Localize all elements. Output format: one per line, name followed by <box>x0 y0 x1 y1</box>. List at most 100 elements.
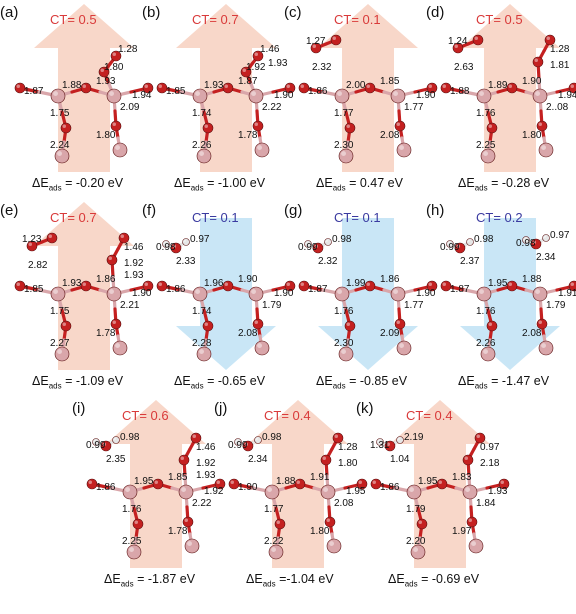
oxygen-atom <box>466 516 478 528</box>
bond-length-label: 1.92 <box>246 62 266 73</box>
charge-transfer-label: CT= 0.7 <box>50 210 97 225</box>
bond-length-label: 1.75 <box>50 108 70 119</box>
oxygen-atom <box>544 34 556 46</box>
oxygen-atom <box>310 42 322 54</box>
energy-subscript: ads <box>48 183 62 193</box>
bond-length-label: 1.83 <box>452 472 472 483</box>
bond-length-label: 1.79 <box>546 300 566 311</box>
hydrogen-atom <box>234 438 242 446</box>
oxygen-atom <box>110 318 122 330</box>
bond-length-label: 1.79 <box>262 300 282 311</box>
bond-length-label: 2.32 <box>312 62 332 73</box>
bond-length-label: 2.00 <box>346 80 366 91</box>
bond-length-label: 1.86 <box>166 284 186 295</box>
bond-length-label: 1.88 <box>62 80 82 91</box>
adsorption-energy-label: ΔEads = -0.65 eV <box>174 374 265 391</box>
energy-value: =-1.04 eV <box>275 572 334 586</box>
energy-symbol: ΔE <box>104 572 121 586</box>
copper-atom <box>254 142 270 158</box>
bond-length-label: 1.76 <box>334 306 354 317</box>
oxygen-atom <box>498 478 510 490</box>
structure-diagram: 1.862.00 1.851.901.771.772.082.301.272.32 <box>298 4 438 172</box>
bond-length-label: 1.96 <box>204 278 224 289</box>
charge-transfer-label: CT= 0.6 <box>122 408 169 423</box>
copper-atom <box>532 88 548 104</box>
bond-length-label: 1.78 <box>168 526 188 537</box>
oxygen-atom <box>252 120 264 132</box>
oxygen-atom <box>394 318 406 330</box>
copper-atom <box>248 286 264 302</box>
copper-atom <box>50 88 66 104</box>
charge-transfer-arrow-down <box>318 218 418 370</box>
oxygen-atom <box>394 120 406 132</box>
oxygen-atom <box>440 280 452 292</box>
bond-length-label: 1.93 <box>204 80 224 91</box>
bond-length-label: 1.90 <box>522 76 542 87</box>
bond-length-label: 1.89 <box>488 80 508 91</box>
bond-length-label: 1.90 <box>274 288 294 299</box>
panel-e: 1.85 1.93 1.86 1.90 1.75 2.21 1.78 2.27 1.23 2.82… <box>0 198 154 398</box>
adsorption-energy-label: ΔEads = -1.87 eV <box>104 572 195 589</box>
copper-atom <box>54 148 70 164</box>
bond-length-label: 2.32 <box>318 256 338 267</box>
bond-length-label: 1.87 <box>238 76 258 87</box>
hydrogen-atom <box>446 240 454 248</box>
panel-label: (i) <box>72 400 86 417</box>
bond-length-label: 1.87 <box>24 86 44 97</box>
bond-length-label: 1.78 <box>96 328 116 339</box>
energy-symbol: ΔE <box>388 572 405 586</box>
charge-transfer-arrow-down <box>460 218 560 370</box>
bond-length-label: 1.92 <box>124 258 144 269</box>
adsorption-energy-label: ΔEads =-1.04 eV <box>246 572 334 589</box>
energy-symbol: ΔE <box>246 572 263 586</box>
hydrogen-atom <box>542 234 550 242</box>
panel-k: 1.86 1.95 1.83 1.93 1.79 1.84 1.97 2.20 1.31 2.19… <box>356 396 510 596</box>
copper-atom <box>338 346 354 362</box>
oxygen-atom <box>170 242 182 254</box>
energy-value: = -0.69 eV <box>417 572 480 586</box>
copper-atom <box>390 286 406 302</box>
bond-length-label: 2.22 <box>262 102 282 113</box>
adsorption-energy-label: ΔEads = -0.85 eV <box>316 374 407 391</box>
oxygen-atom <box>60 320 72 332</box>
charge-transfer-label: CT= 0.1 <box>192 210 239 225</box>
energy-symbol: ΔE <box>316 176 333 190</box>
adsorption-energy-label: ΔEads = -1.09 eV <box>32 374 123 391</box>
oxygen-atom <box>294 478 306 490</box>
bond-length-label: 2.18 <box>480 458 500 469</box>
oxygen-atom <box>532 56 544 68</box>
energy-subscript: ads <box>332 183 346 193</box>
energy-subscript: ads <box>190 183 204 193</box>
oxygen-atom <box>506 82 518 94</box>
bond-length-label: 1.95 <box>418 476 438 487</box>
oxygen-atom <box>298 280 310 292</box>
energy-subscript: ads <box>262 579 276 589</box>
bond-length-label: 1.93 <box>196 470 216 481</box>
oxygen-atom <box>370 478 382 490</box>
energy-symbol: ΔE <box>316 374 333 388</box>
copper-atom <box>406 484 422 500</box>
panel-b: 1.85 1.93 1.87 1.90 1.74 2.22 1.78 2.26 1.46 1.92… <box>142 0 296 200</box>
bond-length-label: 1.24 <box>448 36 468 47</box>
bond-length-label: 1.28 <box>338 442 358 453</box>
hydrogen-atom <box>182 238 190 246</box>
structure-diagram: 1.87 1.95 1.88 1.91 1.76 1.79 2.08 2.26 0.99 0.98… <box>440 218 576 370</box>
oxygen-atom <box>118 232 130 244</box>
copper-atom <box>476 88 492 104</box>
bond-length-label: 1.79 <box>406 504 426 515</box>
bond-length-label: 1.46 <box>124 242 144 253</box>
adsorption-energy-label: ΔEads = -0.69 eV <box>388 572 479 589</box>
oxygen-atom <box>156 82 168 94</box>
structure-diagram: 1.87 1.99 1.86 1.90 1.76 1.77 2.09 2.30 0.99 0.98… <box>298 218 438 370</box>
adsorption-energy-label: ΔEads = -1.00 eV <box>174 176 265 193</box>
bond-length-label: 1.88 <box>522 274 542 285</box>
bond-length-label: 1.93 <box>62 278 82 289</box>
copper-atom <box>50 286 66 302</box>
bond-length-label: 2.30 <box>334 338 354 349</box>
structure-diagram: 1.85 1.93 1.86 1.90 1.75 2.21 1.78 2.27 1.23 2.82… <box>14 202 154 370</box>
copper-atom <box>334 88 350 104</box>
bond-length-label: 2.08 <box>238 328 258 339</box>
bond-length-label: 1.93 <box>488 486 508 497</box>
oxygen-atom <box>344 122 356 134</box>
oxygen-atom <box>506 280 518 292</box>
